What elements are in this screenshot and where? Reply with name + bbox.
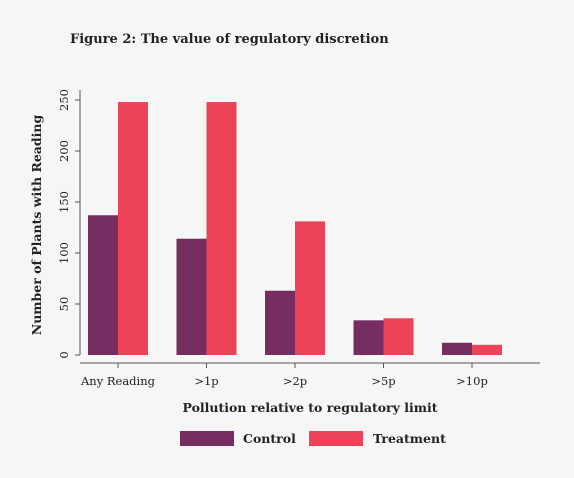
legend: Control Treatment [180,431,446,446]
x-tick-label-0: Any Reading [80,374,156,388]
y-tick-label-5: 250 [57,89,71,111]
bar-control-1 [176,238,207,355]
bar-treatment-4 [472,344,502,355]
x-tick-label-2: >2p [283,374,307,388]
bar-control-3 [353,320,384,355]
legend-label-treatment: Treatment [373,431,446,446]
bar-treatment-1 [206,102,237,355]
bar-treatment-0 [118,102,148,355]
bar-treatment-3 [383,318,414,355]
bar-control-4 [442,342,472,355]
x-tick-labels: Any Reading >1p >2p >5p >10p [80,363,488,388]
chart-title: Figure 2: The value of regulatory discre… [70,32,389,47]
x-tick-label-3: >5p [371,374,395,388]
bars [88,102,502,355]
y-tick-labels: 0 50 100 150 200 250 [57,89,80,359]
y-tick-label-2: 100 [57,242,71,264]
y-tick-label-0: 0 [57,351,71,358]
bar-control-2 [265,290,295,355]
bar-treatment-2 [295,221,325,355]
y-tick-label-3: 150 [57,191,71,213]
x-tick-label-4: >10p [456,374,488,388]
x-axis-title: Pollution relative to regulatory limit [183,400,438,415]
legend-swatch-treatment [309,431,363,446]
y-axis-title: Number of Plants with Reading [29,115,44,336]
legend-swatch-control [180,431,234,446]
bar-control-0 [88,215,118,355]
y-tick-label-1: 50 [57,297,71,312]
legend-label-control: Control [243,431,296,446]
y-tick-label-4: 200 [57,140,71,162]
x-tick-label-1: >1p [194,374,218,388]
